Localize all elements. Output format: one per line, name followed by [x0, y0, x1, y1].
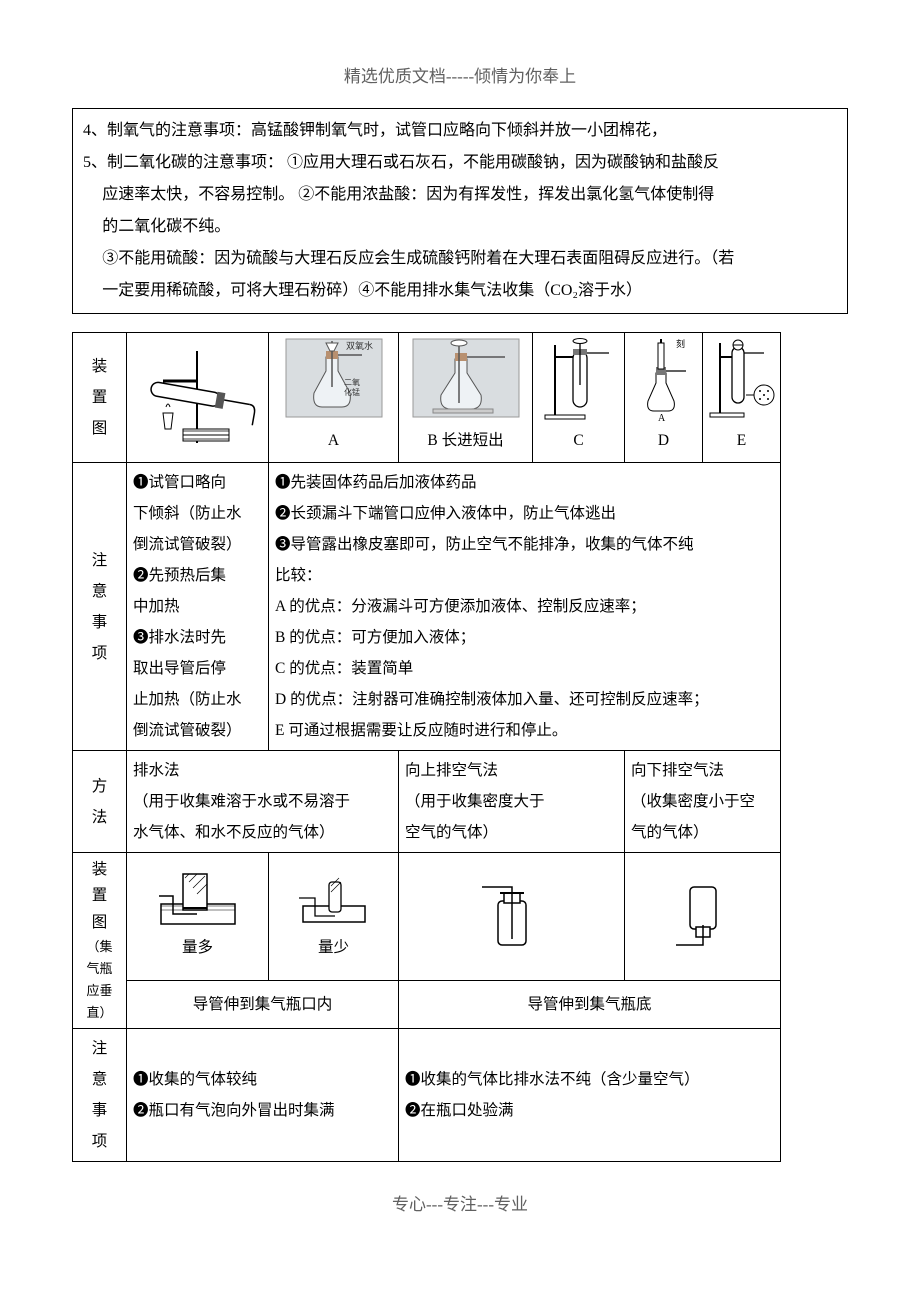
label-more: 量多 [182, 932, 213, 963]
method-upward: 向上排空气法 （用于收集密度大于 空气的气体） [399, 751, 625, 853]
label-less: 量少 [318, 932, 349, 963]
precautions-right: ❶先装固体药品后加液体药品 ❷长颈漏斗下端管口应伸入液体中，防止气体逃出 ❸导管… [269, 463, 781, 751]
svg-text:化锰: 化锰 [344, 387, 360, 397]
apparatus-d: 刻 A D [625, 333, 703, 463]
collect-less: 量少 [269, 853, 399, 981]
row-precautions2: 注意事项 ❶收集的气体较纯 ❷瓶口有气泡向外冒出时集满 ❶收集的气体比排水法不纯… [73, 1029, 849, 1162]
note-5b: 应速率太快，不容易控制。 ②不能用浓盐酸：因为有挥发性，挥发出氯化氢气体使制得 [83, 179, 837, 211]
precautions2-left: ❶收集的气体较纯 ❷瓶口有气泡向外冒出时集满 [127, 1029, 399, 1162]
page-footer: 专心---专注---专业 [72, 1188, 848, 1222]
collect-downward [625, 853, 781, 981]
note-4: 4、制氧气的注意事项：高锰酸钾制氧气时，试管口应略向下倾斜并放一小团棉花， [83, 115, 837, 147]
tube-left: 导管伸到集气瓶口内 [127, 981, 399, 1029]
row-tube-pos: 导管伸到集气瓶口内 导管伸到集气瓶底 [73, 981, 849, 1029]
method-water: 排水法 （用于收集难溶于水或不易溶于 水气体、和水不反应的气体） [127, 751, 399, 853]
label-c: C [573, 425, 583, 456]
note-5c: 的二氧化碳不纯。 [83, 211, 837, 243]
label-b: B 长进短出 [427, 425, 503, 456]
precautions2-right: ❶收集的气体比排水法不纯（含少量空气） ❷在瓶口处验满 [399, 1029, 781, 1162]
label-a: A [328, 425, 339, 456]
label-precautions: 注意事项 [73, 463, 127, 751]
label-method: 方法 [73, 751, 127, 853]
label-e: E [737, 425, 746, 456]
label-apparatus2: 装置图 （集 气瓶 应垂 直） [73, 853, 127, 1029]
label-precautions2: 注意事项 [73, 1029, 127, 1162]
svg-text:刻: 刻 [676, 338, 685, 349]
main-table: 装置图 [72, 332, 849, 1162]
label-apparatus: 装置图 [73, 333, 127, 463]
note-5a: 5、制二氧化碳的注意事项： ①应用大理石或石灰石，不能用碳酸钠，因为碳酸钠和盐酸… [83, 147, 837, 179]
precautions-left: ❶试管口略向 下倾斜（防止水 倒流试管破裂） ❷先预热后集 中加热 ❸排水法时先… [127, 463, 269, 751]
apparatus-heating [127, 333, 269, 463]
row-precautions: 注意事项 ❶试管口略向 下倾斜（防止水 倒流试管破裂） ❷先预热后集 中加热 ❸… [73, 463, 849, 751]
row-apparatus: 装置图 [73, 333, 849, 463]
svg-text:二氧: 二氧 [344, 377, 360, 387]
apparatus-a: 双氧水 二氧 化锰 A [269, 333, 399, 463]
page-header: 精选优质文档-----倾情为你奉上 [72, 60, 848, 94]
apparatus-b: B 长进短出 [399, 333, 533, 463]
row-collect-apparatus: 装置图 （集 气瓶 应垂 直） [73, 853, 849, 981]
svg-text:A: A [658, 413, 666, 423]
notes-box: 4、制氧气的注意事项：高锰酸钾制氧气时，试管口应略向下倾斜并放一小团棉花， 5、… [72, 108, 848, 314]
method-downward: 向下排空气法 （收集密度小于空 气的气体） [625, 751, 781, 853]
row-methods: 方法 排水法 （用于收集难溶于水或不易溶于 水气体、和水不反应的气体） 向上排空… [73, 751, 849, 853]
svg-text:双氧水: 双氧水 [346, 340, 373, 351]
note-5e: 一定要用稀硫酸，可将大理石粉碎）④不能用排水集气法收集（CO₂溶于水） [83, 275, 837, 307]
apparatus-e: E [703, 333, 781, 463]
apparatus-c: C [533, 333, 625, 463]
collect-more: 量多 [127, 853, 269, 981]
note-5d: ③不能用硫酸：因为硫酸与大理石反应会生成硫酸钙附着在大理石表面阻碍反应进行。（若 [83, 243, 837, 275]
collect-upward [399, 853, 625, 981]
tube-right: 导管伸到集气瓶底 [399, 981, 781, 1029]
label-d: D [658, 425, 669, 456]
